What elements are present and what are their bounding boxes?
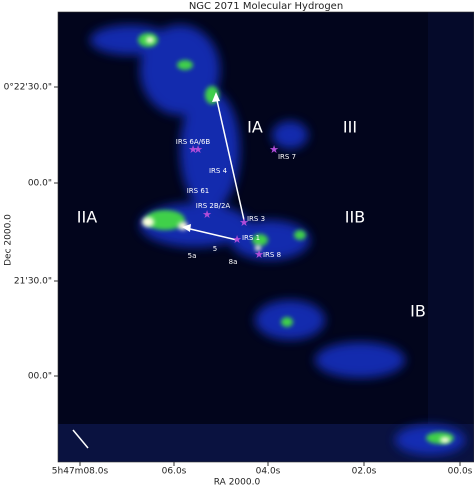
region-label: IA: [247, 118, 263, 137]
source-label: 5a: [188, 252, 197, 260]
svg-text:★: ★: [202, 208, 212, 221]
region-label: IIA: [77, 208, 97, 227]
x-axis-label: RA 2000.0: [214, 478, 261, 487]
svg-text:★: ★: [188, 143, 198, 156]
source-label: IRS 7: [278, 153, 296, 161]
x-tick-label: 06.0s: [162, 467, 187, 477]
svg-text:★: ★: [239, 216, 249, 229]
region-label: IIB: [345, 208, 365, 227]
source-label: 8a: [229, 258, 238, 266]
svg-text:★: ★: [193, 143, 203, 156]
x-tick-label: 02.0s: [352, 467, 377, 477]
y-tick-label: 0°22'30.0": [4, 83, 52, 93]
y-axis-label: Dec 2000.0: [4, 214, 14, 266]
x-tick-label: 04.0s: [256, 467, 281, 477]
region-label: III: [343, 118, 357, 137]
source-label: IRS 8: [263, 251, 281, 259]
region-label: IB: [410, 302, 426, 321]
y-tick-label: 21'30.0": [14, 277, 52, 287]
svg-text:★: ★: [254, 248, 264, 261]
y-tick-label: 00.0": [28, 179, 52, 189]
source-label: IRS 6A/6B: [176, 138, 211, 146]
x-tick-label: 5h47m08.0s: [52, 467, 109, 477]
source-label: IRS 2B/2A: [196, 202, 231, 210]
source-label: IRS 4: [209, 167, 228, 175]
y-tick-label: 00.0": [28, 372, 52, 382]
svg-text:★: ★: [269, 143, 279, 156]
svg-text:★: ★: [232, 233, 242, 246]
title: NGC 2071 Molecular Hydrogen: [189, 1, 343, 12]
source-label: IRS 1: [242, 234, 260, 242]
source-label: IRS 61: [187, 187, 210, 195]
x-tick-label: 00.0s: [448, 467, 473, 477]
source-label: 5: [213, 245, 217, 253]
source-label: IRS 3: [247, 215, 265, 223]
